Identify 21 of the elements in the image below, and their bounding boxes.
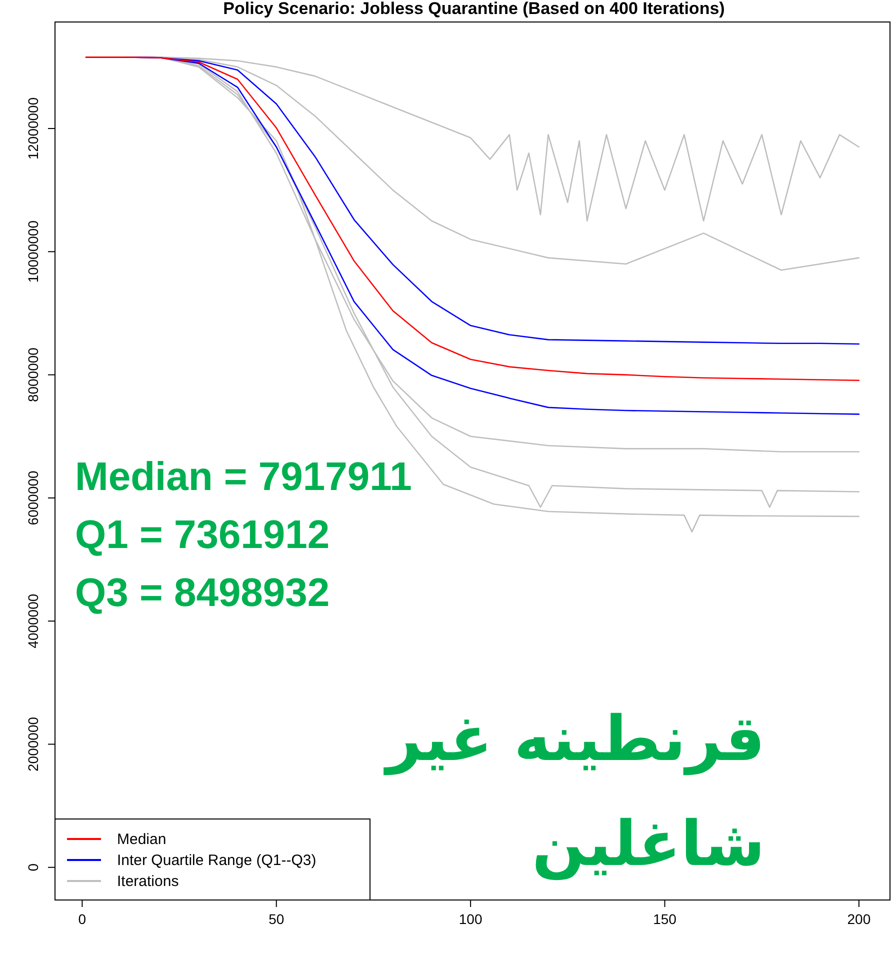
annotation: قرنطینه غیر	[383, 702, 765, 776]
x-tick-label: 50	[268, 911, 284, 927]
x-tick-label: 0	[78, 911, 86, 927]
y-tick-label: 10000000	[25, 220, 41, 283]
x-tick-label: 150	[653, 911, 677, 927]
legend-label: Inter Quartile Range (Q1--Q3)	[117, 852, 316, 869]
y-tick-label: 12000000	[25, 97, 41, 160]
y-tick-label: 8000000	[25, 347, 41, 402]
chart-title: Policy Scenario: Jobless Quarantine (Based on 400 Iterations)	[223, 0, 725, 18]
y-tick-label: 6000000	[25, 470, 41, 526]
legend-label: Iterations	[117, 873, 179, 890]
y-tick-label: 0	[25, 863, 41, 872]
legend-label: Median	[117, 831, 166, 848]
x-tick-label: 100	[458, 911, 482, 927]
x-tick-label: 200	[847, 911, 871, 927]
annotation: Q3 = 8498932	[75, 571, 330, 615]
annotation: Q1 = 7361912	[75, 513, 330, 557]
y-tick-label: 2000000	[25, 716, 41, 772]
y-tick-label: 4000000	[25, 594, 41, 648]
annotation: شاغلین	[532, 807, 765, 881]
annotation: Median = 7917911	[75, 455, 412, 499]
